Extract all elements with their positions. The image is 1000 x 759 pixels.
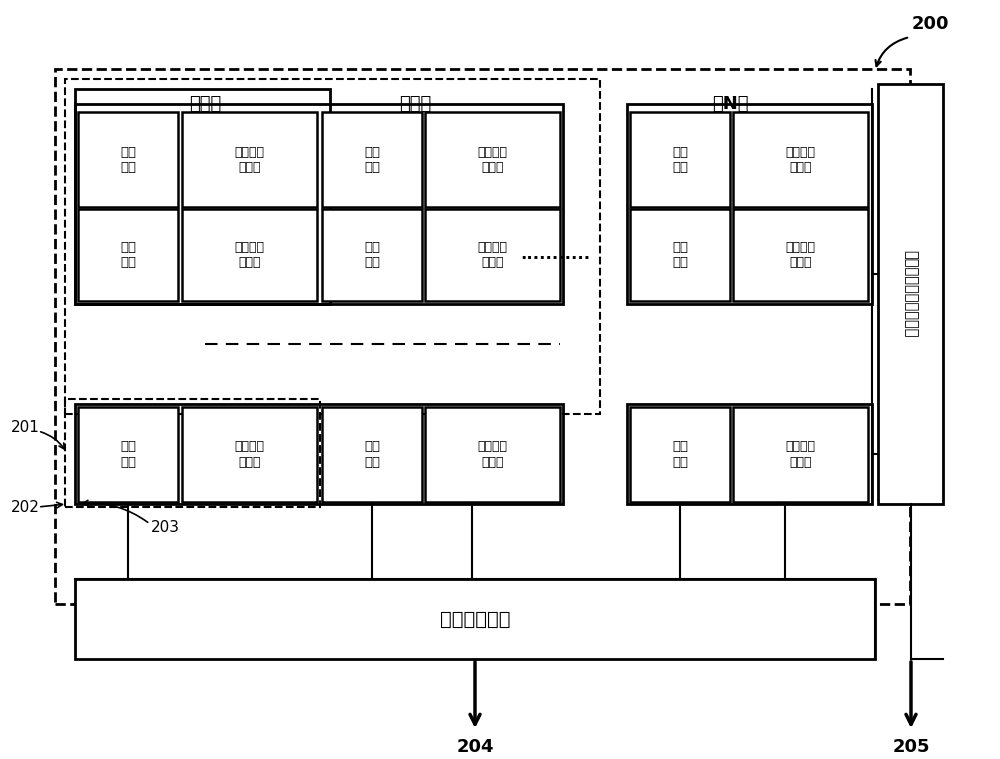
FancyBboxPatch shape [733, 209, 868, 301]
Text: 201: 201 [11, 420, 39, 434]
Text: 可转移型
计数器: 可转移型 计数器 [234, 146, 264, 174]
FancyBboxPatch shape [733, 407, 868, 502]
Text: 202: 202 [11, 499, 39, 515]
Text: 像素
单元: 像素 单元 [364, 440, 380, 468]
Text: 像素
单元: 像素 单元 [364, 241, 380, 269]
Text: 200: 200 [911, 15, 949, 33]
FancyBboxPatch shape [182, 209, 317, 301]
Text: 像素
单元: 像素 单元 [364, 146, 380, 174]
FancyBboxPatch shape [182, 112, 317, 207]
Text: 像素
单元: 像素 单元 [672, 241, 688, 269]
Text: 像素
单元: 像素 单元 [672, 440, 688, 468]
Text: 可转移型
计数器: 可转移型 计数器 [478, 146, 508, 174]
FancyBboxPatch shape [55, 69, 910, 604]
Text: 可转移型
计数器: 可转移型 计数器 [478, 241, 508, 269]
Text: 锁存器及地址选择电路: 锁存器及地址选择电路 [903, 250, 918, 338]
Text: 时序控制电路: 时序控制电路 [440, 609, 510, 628]
FancyBboxPatch shape [75, 89, 330, 304]
FancyBboxPatch shape [182, 407, 317, 502]
FancyBboxPatch shape [75, 579, 875, 659]
FancyBboxPatch shape [733, 112, 868, 207]
Text: 可转移型
计数器: 可转移型 计数器 [234, 241, 264, 269]
Text: 第一级: 第一级 [189, 95, 221, 113]
Text: 可转移型
计数器: 可转移型 计数器 [786, 146, 816, 174]
FancyBboxPatch shape [425, 407, 560, 502]
FancyBboxPatch shape [78, 112, 178, 207]
Text: 像素
单元: 像素 单元 [120, 241, 136, 269]
Text: 可转移型
计数器: 可转移型 计数器 [786, 241, 816, 269]
FancyBboxPatch shape [630, 112, 730, 207]
Text: 像素
单元: 像素 单元 [672, 146, 688, 174]
Text: ...........: ........... [520, 245, 590, 263]
FancyBboxPatch shape [322, 112, 422, 207]
Text: 第N级: 第N级 [712, 95, 748, 113]
FancyBboxPatch shape [322, 209, 422, 301]
FancyBboxPatch shape [78, 209, 178, 301]
Text: 像素
单元: 像素 单元 [120, 146, 136, 174]
FancyBboxPatch shape [630, 407, 730, 502]
FancyBboxPatch shape [425, 112, 560, 207]
Text: 204: 204 [456, 738, 494, 756]
FancyBboxPatch shape [78, 407, 178, 502]
FancyBboxPatch shape [322, 407, 422, 502]
Text: 205: 205 [892, 738, 930, 756]
Text: 可转移型
计数器: 可转移型 计数器 [478, 440, 508, 468]
FancyBboxPatch shape [425, 209, 560, 301]
Text: 第二级: 第二级 [399, 95, 431, 113]
FancyBboxPatch shape [630, 209, 730, 301]
Text: 像素
单元: 像素 单元 [120, 440, 136, 468]
Text: 203: 203 [150, 519, 180, 534]
FancyBboxPatch shape [878, 84, 943, 504]
Text: 可转移型
计数器: 可转移型 计数器 [786, 440, 816, 468]
Text: 可转移型
计数器: 可转移型 计数器 [234, 440, 264, 468]
